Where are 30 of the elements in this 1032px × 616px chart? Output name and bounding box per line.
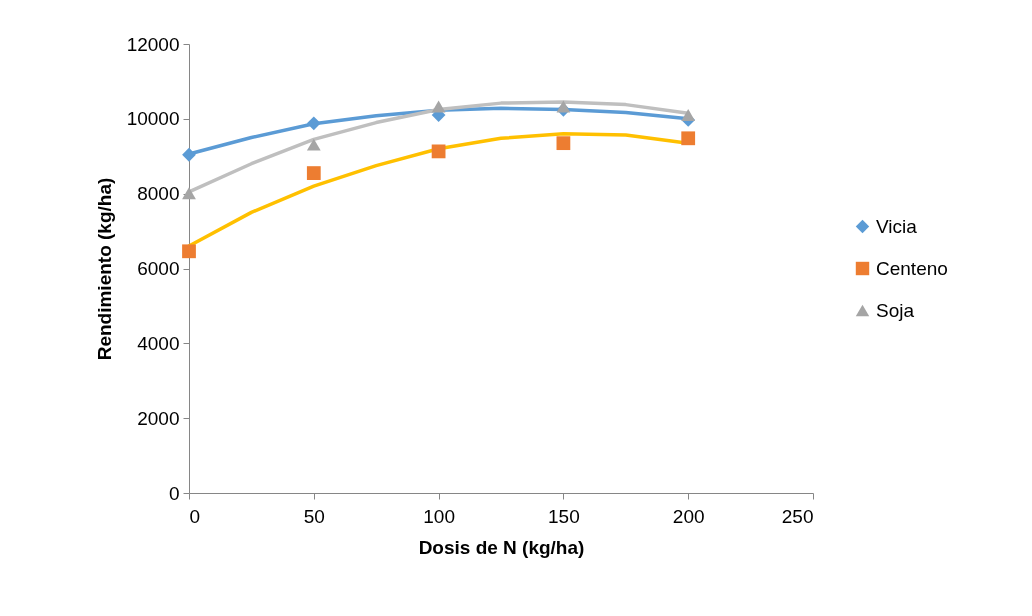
- point: [431, 100, 446, 113]
- x-tick-label: 250: [781, 505, 814, 527]
- x-tick-label: 100: [423, 505, 455, 527]
- legend-label: Centeno: [876, 257, 948, 279]
- point: [306, 138, 321, 151]
- point: [681, 131, 696, 146]
- y-axis-title: Rendimiento (kg/ha): [93, 177, 115, 361]
- point: [556, 100, 571, 113]
- legend-label: Vicia: [876, 215, 918, 237]
- x-tick-label: 50: [303, 505, 325, 527]
- y-tick-label: 6000: [137, 258, 180, 279]
- point: [306, 166, 321, 180]
- legend-label: Soja: [876, 299, 915, 321]
- y-tick-label: 8000: [137, 183, 180, 205]
- y-tick-label: 4000: [137, 332, 180, 354]
- point: [306, 116, 321, 131]
- x-tick-label: 0: [189, 505, 201, 527]
- point: [182, 187, 196, 200]
- x-tick-label: 150: [548, 505, 580, 527]
- point: [681, 109, 696, 122]
- point: [556, 136, 571, 151]
- point: [182, 147, 196, 162]
- point: [182, 244, 196, 259]
- x-tick-label: 200: [672, 505, 705, 527]
- y-tick-label: 12000: [126, 33, 180, 55]
- x-axis-title: Dosis de N (kg/ha): [418, 536, 585, 558]
- y-tick-label: 0: [168, 482, 180, 504]
- y-tick-label: 2000: [137, 407, 180, 429]
- y-tick-label: 10000: [126, 108, 180, 130]
- point: [431, 144, 446, 159]
